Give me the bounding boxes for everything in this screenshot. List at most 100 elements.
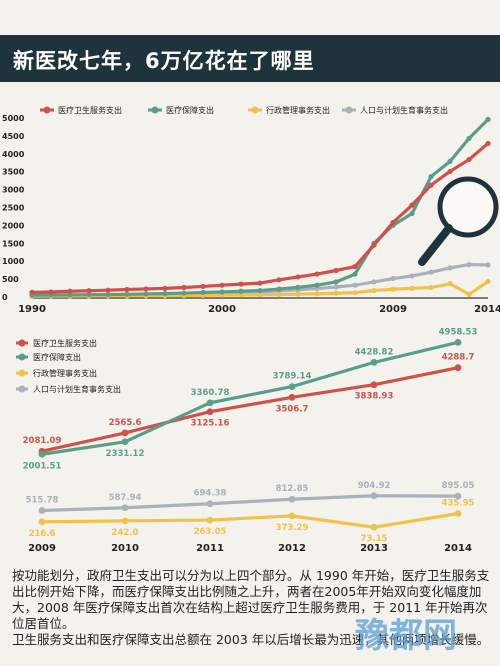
x-tick-label: 1990 (18, 304, 46, 315)
series-point-health (370, 381, 378, 389)
series-point-insurance (124, 291, 130, 297)
magnifier-icon (418, 176, 499, 266)
legend-label: 医疗保障支出 (166, 105, 214, 115)
series-point-population (447, 265, 453, 271)
series-point-health (276, 277, 282, 283)
series-point-health (447, 168, 453, 175)
series-point-health (314, 271, 320, 277)
data-label: 515.78 (26, 495, 59, 505)
y-tick-label: 500 (2, 275, 19, 284)
data-label: 2081.09 (23, 436, 62, 446)
series-line-health (41, 366, 459, 453)
series-point-admin (352, 290, 358, 296)
data-label: 263.05 (194, 527, 227, 537)
series-point-health (466, 156, 472, 163)
data-label: 3125.16 (191, 419, 230, 429)
series-point-insurance (67, 292, 73, 298)
footer-text: 按功能划分，政府卫生支出可以分为以上四个部分。从 1990 年开始，医疗卫生服务… (12, 568, 492, 648)
series-point-health (238, 281, 244, 287)
series-point-admin (38, 518, 46, 526)
series-point-population (454, 492, 462, 500)
data-label: 4288.7 (442, 353, 475, 363)
series-point-health (485, 140, 491, 147)
series-point-insurance (38, 450, 46, 458)
overview-line-chart: 医疗卫生服务支出 医疗保障支出 行政管理事务支出 人口与计划生育事务支出 0 500 100… (2, 105, 500, 315)
series-point-admin (314, 291, 320, 297)
series-point-health (48, 289, 54, 295)
series-point-admin (288, 512, 296, 520)
series-point-admin (409, 285, 415, 291)
series-point-population (121, 504, 129, 512)
data-label: 4958.53 (439, 327, 478, 337)
series-point-insurance (370, 358, 378, 366)
series-point-population (288, 495, 296, 503)
series-point-admin (428, 284, 434, 291)
series-point-health (29, 289, 35, 295)
data-label: 3838.93 (355, 392, 394, 402)
data-label: 435.95 (442, 499, 475, 509)
x-tick-label: 2013 (360, 543, 388, 554)
series-line-insurance (31, 118, 490, 297)
series-point-admin (466, 291, 472, 297)
series-point-admin (206, 516, 214, 524)
series-point-insurance (288, 383, 296, 391)
magnifier-lens (437, 176, 499, 238)
series-point-population (352, 282, 358, 288)
series-point-health (409, 202, 415, 208)
series-point-health (67, 288, 73, 294)
legend-label: 医疗卫生服务支出 (58, 105, 122, 115)
series-point-health (162, 285, 168, 292)
data-label: 373.29 (276, 523, 309, 533)
y-tick-label: 0 (2, 293, 8, 302)
data-label: 3506.7 (276, 404, 309, 414)
data-label: 812.85 (276, 484, 309, 494)
site-watermark: 豫都网 (355, 616, 457, 656)
y-tick-label: 3000 (2, 186, 25, 195)
legend-label: 人口与计划生育事务支出 (360, 105, 448, 115)
series-line-admin (41, 511, 459, 529)
series-point-admin (485, 278, 491, 284)
y-tick-label: 2500 (2, 204, 25, 213)
legend-label: 医疗保障支出 (33, 352, 81, 362)
series-point-population (428, 269, 434, 275)
series-point-health (295, 274, 301, 280)
series-point-insurance (485, 116, 491, 123)
y-tick-label: 1500 (2, 239, 25, 248)
series-point-population (390, 275, 396, 282)
data-label: 2565.6 (109, 418, 142, 428)
series-line-insurance (41, 340, 459, 456)
legend-label: 行政管理事务支出 (33, 368, 97, 378)
series-point-insurance (314, 282, 320, 288)
series-point-insurance (466, 135, 472, 142)
series-point-health (257, 280, 263, 286)
data-label: 242.0 (112, 528, 139, 538)
series-point-health (200, 283, 206, 290)
series-point-admin (238, 292, 244, 298)
series-point-insurance (447, 158, 453, 164)
series-point-health (333, 267, 339, 274)
x-tick-label: 2014 (444, 543, 472, 554)
x-tick-label: 2011 (196, 543, 224, 554)
data-label: 587.94 (109, 493, 142, 503)
series-point-admin (276, 291, 282, 298)
series-point-health (454, 364, 462, 372)
footer-paragraph-2: 卫生服务支出和医疗保障支出总额在 2003 年以后增长最为迅速，其他两项增长缓慢… (12, 632, 490, 647)
page-title: 新医改七年，6万亿花在了哪里 (13, 49, 315, 73)
series-point-insurance (143, 291, 149, 297)
series-line-population (41, 494, 459, 513)
data-label: 2001.51 (23, 461, 62, 471)
series-point-population (38, 507, 46, 514)
data-label: 3789.14 (273, 372, 312, 382)
series-point-health (121, 429, 129, 437)
y-tick-label: 4000 (2, 150, 25, 159)
legend-swatch-dot (18, 385, 26, 393)
legend-swatch-dot (251, 106, 259, 114)
series-point-insurance (333, 279, 339, 285)
series-point-insurance (428, 174, 434, 180)
series-point-admin (333, 290, 339, 296)
x-tick-label: 2014 (474, 304, 500, 315)
data-label: 904.92 (358, 481, 391, 491)
magnifier-handle (418, 224, 453, 266)
series-point-admin (454, 510, 462, 517)
series-point-insurance (352, 271, 358, 277)
